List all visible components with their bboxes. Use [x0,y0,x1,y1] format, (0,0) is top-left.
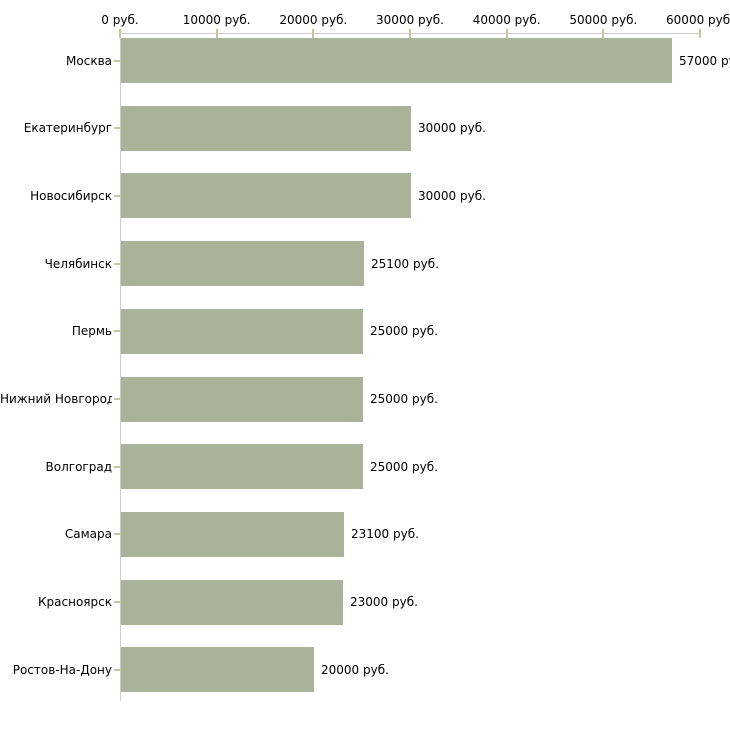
value-label: 30000 руб. [418,121,486,136]
bar [121,579,343,625]
x-tick [312,29,315,38]
bar [121,308,363,354]
x-tick-label: 60000 руб. [666,13,730,27]
category-label: Екатеринбург [23,121,112,136]
value-label: 25100 руб. [371,256,439,271]
x-tick [409,29,411,38]
category-label: Красноярск [38,595,112,610]
x-tick [215,29,218,38]
bar [121,241,364,287]
x-tick [505,29,508,38]
category-label: Нижний Новгород [0,392,112,406]
category-tick [114,465,120,468]
x-tick [699,29,701,38]
category-tick [114,59,120,62]
x-tick-label: 0 руб. [101,13,139,27]
category-label: Челябинск [44,256,112,271]
category-label: Самара [64,527,112,542]
category-tick [114,330,120,333]
value-label: 23000 руб. [350,595,418,610]
value-label: 57000 руб. [679,53,730,68]
x-tick [602,29,605,38]
x-tick-label: 50000 руб. [569,13,638,27]
value-label: 30000 руб. [418,188,486,203]
x-tick-label: 10000 руб. [182,13,251,27]
value-label: 25000 руб. [370,459,438,474]
category-tick [114,262,120,265]
x-tick [119,29,121,38]
bar [121,647,314,693]
category-label: Пермь [71,324,112,339]
value-label: 20000 руб. [321,662,389,677]
category-tick [114,398,120,400]
category-tick [114,533,120,536]
bar [121,38,672,83]
x-tick-label: 40000 руб. [472,13,541,27]
bar [121,173,411,219]
bar [121,105,411,151]
category-tick [114,668,120,671]
bar [121,444,363,490]
y-axis-line [120,33,121,701]
category-label: Волгоград [45,459,112,474]
category-label: Новосибирск [30,188,112,203]
category-tick [114,194,120,197]
value-label: 23100 руб. [351,527,419,542]
x-tick-label: 20000 руб. [279,13,348,27]
value-label: 25000 руб. [370,324,438,339]
bar [121,376,363,422]
category-tick [114,127,120,130]
bar [121,511,344,557]
category-tick [114,601,120,604]
x-tick-label: 30000 руб. [376,13,444,27]
category-label: Москва [66,53,112,68]
category-label: Ростов-На-Дону [12,662,112,677]
value-label: 25000 руб. [370,392,438,406]
